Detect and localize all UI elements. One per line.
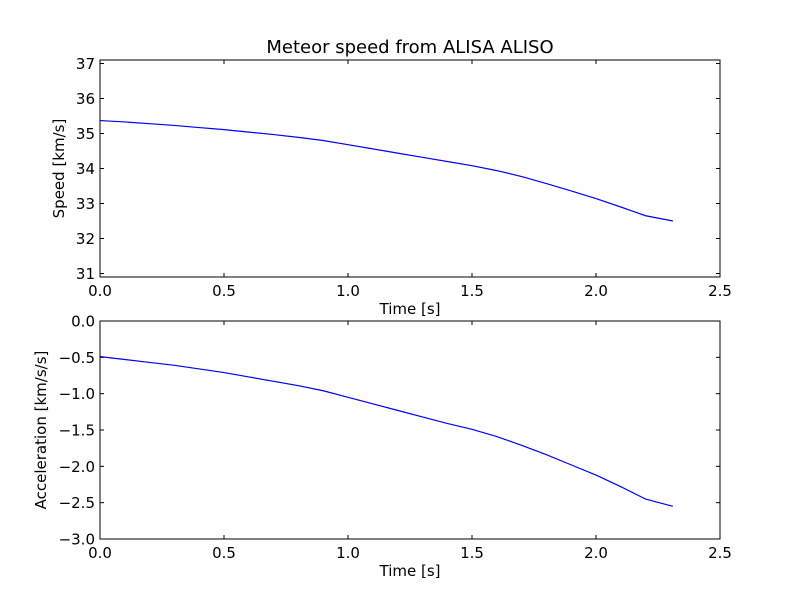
accel-y-tick-label: −3.0 xyxy=(59,531,95,549)
accel-x-tick-label: 1.0 xyxy=(336,544,360,562)
speed-y-tick-label: 33 xyxy=(76,195,95,213)
speed-x-tick-label: 2.5 xyxy=(708,282,732,300)
speed-x-tick-label: 1.0 xyxy=(336,282,360,300)
accel-y-tick-label: −1.5 xyxy=(59,422,95,440)
accel-y-tick-label: −2.5 xyxy=(59,494,95,512)
accel-y-axis-label: Acceleration [km/s/s] xyxy=(32,351,50,510)
speed-y-tick-label: 37 xyxy=(76,55,95,73)
accel-x-axis-label: Time [s] xyxy=(379,562,441,580)
speed-y-axis-label: Speed [km/s] xyxy=(50,119,68,219)
speed-chart: Meteor speed from ALISA ALISO 0.0 0.5 1.0 1.… xyxy=(50,37,732,318)
speed-x-tick-label: 2.0 xyxy=(584,282,608,300)
speed-x-tick-label: 0.0 xyxy=(88,282,112,300)
accel-chart: 0.0 0.5 1.0 1.5 2.0 2.5 0.0 −0.5 −1.0 −1.5 −2.0 −2.… xyxy=(32,313,732,581)
accel-x-tick-label: 0.5 xyxy=(212,544,236,562)
accel-y-tick-label: −1.0 xyxy=(59,385,95,403)
accel-axes-frame xyxy=(99,320,721,540)
speed-y-tick-label: 32 xyxy=(76,230,95,248)
accel-y-tick-label: −2.0 xyxy=(59,458,95,476)
accel-x-tick-label: 2.0 xyxy=(584,544,608,562)
speed-x-axis-label: Time [s] xyxy=(379,300,441,318)
accel-x-tick-label: 0.0 xyxy=(88,544,112,562)
speed-x-tick-label: 0.5 xyxy=(212,282,236,300)
speed-y-tick-label: 36 xyxy=(76,90,95,108)
accel-x-tick-label: 1.5 xyxy=(460,544,484,562)
accel-series-line xyxy=(99,356,674,507)
speed-series-line xyxy=(99,119,673,222)
speed-y-tick-label: 31 xyxy=(76,265,95,283)
accel-y-tick-label: −0.5 xyxy=(59,349,95,367)
speed-y-tick-label: 35 xyxy=(76,125,95,143)
accel-y-tick-label: 0.0 xyxy=(71,313,95,331)
accel-x-tick-label: 2.5 xyxy=(708,544,732,562)
speed-axes-frame xyxy=(99,59,721,278)
speed-x-tick-label: 1.5 xyxy=(460,282,484,300)
speed-chart-title: Meteor speed from ALISA ALISO xyxy=(266,37,553,58)
speed-y-tick-label: 34 xyxy=(76,160,95,178)
